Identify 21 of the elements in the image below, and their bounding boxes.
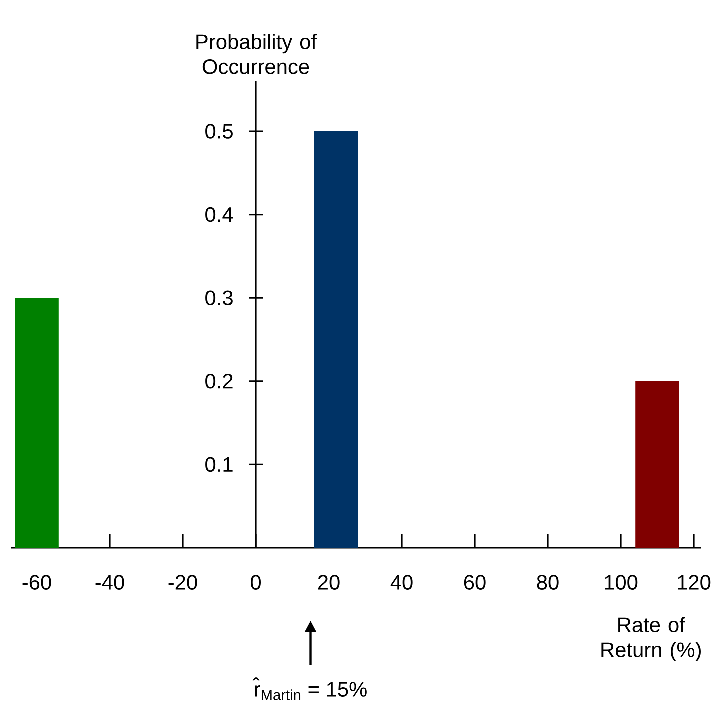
x-tick-label: -60	[22, 575, 52, 590]
x-tick-label: 40	[390, 575, 413, 590]
x-tick-label: 60	[464, 575, 486, 590]
x-tick-label: 0	[251, 575, 261, 590]
y-tick-label: 0.4	[206, 207, 234, 222]
bar	[636, 381, 680, 548]
x-tick-label: 100	[605, 575, 638, 590]
y-axis-title: Probability of Occurrence	[196, 34, 318, 74]
y-tick-label: 0.5	[206, 124, 233, 139]
y-tick-label: 0.2	[206, 374, 233, 389]
x-axis-title: Rate of Return (%)	[602, 617, 701, 662]
x-tick-label: 80	[537, 575, 559, 590]
y-tick-label: 0.1	[206, 457, 233, 472]
x-tick-label: 120	[678, 575, 711, 590]
x-tick-label: 20	[318, 575, 340, 590]
bar	[15, 298, 59, 548]
x-tick-label: -20	[168, 575, 198, 590]
text: r̂$_{Martin}$ = 15%	[252, 678, 367, 700]
y-tick-label: 0.3	[206, 290, 233, 306]
x-tick-label: -40	[96, 575, 124, 590]
bar	[314, 131, 358, 548]
